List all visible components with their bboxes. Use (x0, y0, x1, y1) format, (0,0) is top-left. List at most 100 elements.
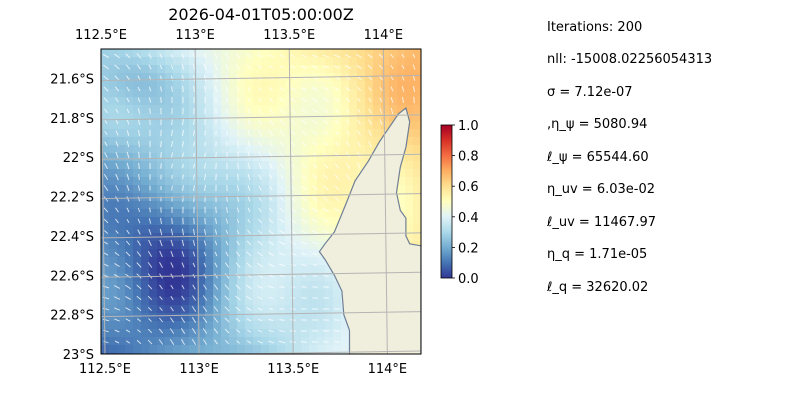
velocity-arrow (125, 340, 131, 344)
heatmap-cell (405, 97, 414, 106)
velocity-arrow (104, 130, 108, 136)
heatmap-cell (301, 297, 310, 306)
heatmap-cell (165, 89, 174, 98)
heatmap-cell (173, 145, 182, 154)
heatmap-cell (101, 281, 110, 290)
heatmap-cell (173, 321, 182, 330)
heatmap-cell (357, 49, 366, 58)
heatmap-cell (333, 105, 342, 114)
heatmap-cell (101, 121, 110, 130)
velocity-arrow (215, 152, 217, 158)
heatmap-cell (373, 129, 382, 138)
velocity-arrow (237, 140, 239, 148)
heatmap-cell (253, 169, 262, 178)
heatmap-cell (293, 81, 302, 90)
velocity-arrow (138, 174, 140, 180)
heatmap-cell (109, 225, 118, 234)
heatmap-cell (285, 201, 294, 210)
velocity-arrow (103, 75, 109, 81)
velocity-arrow (125, 318, 131, 322)
heatmap-cell (293, 193, 302, 202)
velocity-arrow (290, 275, 296, 277)
heatmap-cell (165, 305, 174, 314)
heatmap-cell (349, 137, 358, 146)
heatmap-cell (261, 257, 270, 266)
heatmap-cell (277, 97, 286, 106)
heatmap-cell (125, 281, 134, 290)
heatmap-cell (341, 321, 350, 330)
heatmap-cell (117, 169, 126, 178)
x-tick-labels-top: 112.5°E 113°E 113.5°E 114°E (75, 28, 403, 43)
velocity-arrow (290, 263, 296, 267)
heatmap-cell (341, 161, 350, 170)
velocity-arrow (279, 218, 285, 224)
heatmap-cell (173, 313, 182, 322)
velocity-arrow (301, 264, 307, 266)
velocity-arrow (160, 140, 162, 148)
heatmap-cell (165, 161, 174, 170)
heatmap-cell (333, 169, 342, 178)
velocity-arrow (192, 53, 196, 59)
heatmap-cell (325, 193, 334, 202)
heatmap-cell (181, 209, 190, 218)
heatmap-cell (101, 201, 110, 210)
heatmap-cell (253, 329, 262, 338)
velocity-arrow (300, 218, 308, 224)
heatmap-cell (197, 297, 206, 306)
heatmap-cell (245, 313, 254, 322)
heatmap-cell (229, 313, 238, 322)
heatmap-cell (269, 305, 278, 314)
velocity-arrow (301, 141, 307, 147)
heatmap-cell (293, 65, 302, 74)
velocity-arrow (138, 162, 140, 170)
velocity-arrow (113, 285, 121, 289)
velocity-arrow (126, 108, 130, 114)
heatmap-cell (301, 201, 310, 210)
heatmap-cell (245, 289, 254, 298)
heatmap-cell (181, 121, 190, 130)
velocity-arrow (280, 163, 284, 169)
heatmap-cell (189, 73, 198, 82)
heatmap-cell (117, 305, 126, 314)
heatmap-cell (197, 209, 206, 218)
heatmap-cell (405, 161, 414, 170)
heatmap-cell (141, 305, 150, 314)
velocity-arrow (224, 328, 230, 334)
velocity-arrow (290, 130, 296, 136)
heatmap-cell (309, 121, 318, 130)
heatmap-cell (325, 161, 334, 170)
heatmap-cell (325, 337, 334, 346)
velocity-arrow (215, 206, 217, 214)
heatmap-cell (165, 73, 174, 82)
heatmap-cell (197, 313, 206, 322)
heatmap-cell (213, 241, 222, 250)
heatmap-cell (229, 145, 238, 154)
heatmap-cell (285, 177, 294, 186)
velocity-arrow (126, 151, 130, 159)
heatmap-cell (293, 49, 302, 58)
velocity-arrow (301, 65, 307, 69)
heatmap-cell (237, 73, 246, 82)
heatmap-cell (165, 281, 174, 290)
heatmap-cell (341, 89, 350, 98)
heatmap-cell (125, 81, 134, 90)
heatmap-cell (149, 305, 158, 314)
velocity-arrow (368, 119, 372, 125)
heatmap-cell (117, 337, 126, 346)
velocity-arrow (225, 339, 229, 345)
velocity-arrow (247, 196, 251, 202)
heatmap-cell (141, 249, 150, 258)
velocity-arrow (137, 218, 141, 224)
heatmap-cell (325, 185, 334, 194)
velocity-arrow (379, 118, 383, 126)
velocity-arrow (246, 318, 252, 322)
heatmap-cell (309, 65, 318, 74)
heatmap-cell (365, 113, 374, 122)
velocity-arrow (114, 340, 120, 344)
velocity-arrow (258, 162, 262, 170)
heatmap-cell (149, 137, 158, 146)
colorbar-tick-label: 0.4 (458, 211, 479, 226)
velocity-arrow (147, 295, 153, 301)
heatmap-cell (165, 297, 174, 306)
velocity-arrow (268, 54, 274, 58)
